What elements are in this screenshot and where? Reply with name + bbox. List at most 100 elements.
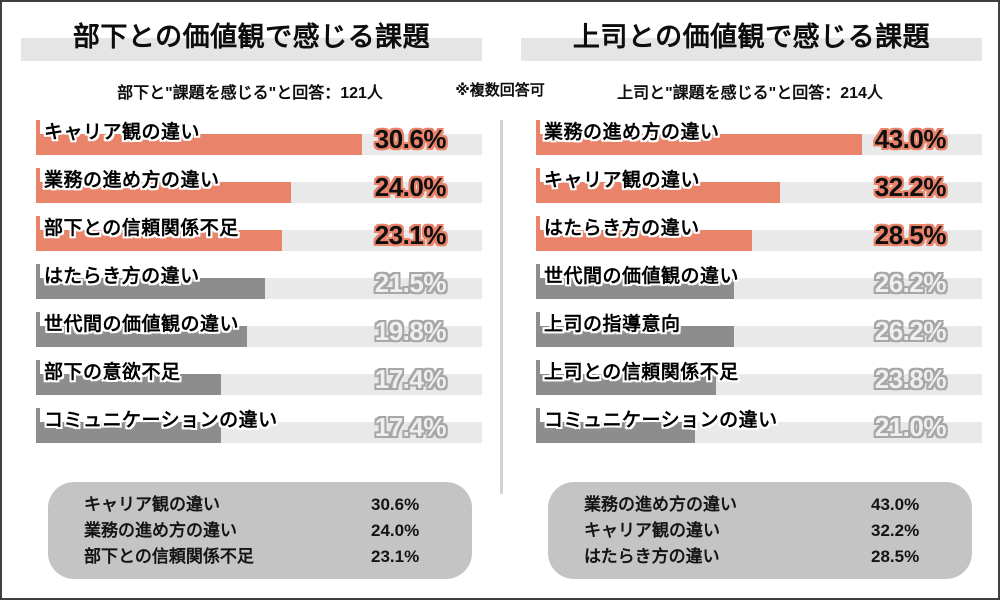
summary-row: 業務の進め方の違い 24.0% (84, 518, 472, 544)
chart-subtitle: 部下と"課題を感じる"と回答：121人 (117, 85, 383, 102)
bar-rows: キャリア観の違い 30.6% 業務の進め方の違い 24.0% 部下との信頼関係不足 23.… (36, 119, 482, 455)
summary-item-value: 32.2% (871, 520, 920, 540)
chart-subtitle: 上司と"課題を感じる"と回答：214人 (617, 85, 883, 102)
multiple-answers-note: ※複数回答可 (455, 82, 545, 99)
bar-tick (536, 264, 540, 299)
bar-category-label: はたらき方の違い (44, 266, 200, 287)
bar-fill (536, 422, 695, 443)
bar-tick (36, 120, 40, 155)
bar-category-label: 業務の進め方の違い (544, 122, 720, 143)
bar-row: 部下の意欲不足 17.4% (36, 359, 482, 407)
bar-value-label: 26.2% (874, 316, 947, 346)
bar-fill (536, 134, 862, 155)
bar-row: 世代間の価値観の違い 26.2% (536, 263, 982, 311)
summary-item-value: 28.5% (871, 546, 920, 566)
bar-row: キャリア観の違い 32.2% (536, 167, 982, 215)
summary-box: 業務の進め方の違い 43.0% キャリア観の違い 32.2% はたらき方の違い 28.5% (548, 482, 972, 579)
bar-category-label: 上司の指導意向 (544, 314, 681, 335)
bar-value-label: 43.0% (874, 124, 947, 154)
summary-item-value: 23.1% (371, 546, 420, 566)
summary-row: キャリア観の違い 32.2% (584, 518, 972, 544)
bar-value-label: 30.6% (374, 124, 447, 154)
summary-item-value: 30.6% (371, 494, 420, 514)
bar-fill (536, 230, 752, 251)
bar-tick (536, 360, 540, 395)
bar-fill (36, 422, 222, 443)
bar-fill (536, 326, 735, 347)
bar-row: コミュニケーションの違い 21.0% (536, 407, 982, 455)
bar-fill (36, 182, 292, 203)
title-highlight-band (21, 38, 482, 61)
summary-item-label: キャリア観の違い (584, 520, 720, 540)
bar-row: 世代間の価値観の違い 19.8% (36, 311, 482, 359)
summary-item-label: 部下との信頼関係不足 (84, 546, 254, 566)
bar-category-label: コミュニケーションの違い (44, 410, 278, 431)
bar-row: はたらき方の違い 28.5% (536, 215, 982, 263)
summary-item-label: キャリア観の違い (84, 494, 220, 514)
chart-superiors: 上司との価値観で感じる課題 上司と"課題を感じる"と回答：214人 業務の進め方… (521, 2, 982, 598)
bar-category-label: 部下との信頼関係不足 (44, 218, 239, 239)
bar-row: 業務の進め方の違い 24.0% (36, 167, 482, 215)
bar-fill (536, 278, 735, 299)
bar-value-label: 32.2% (874, 172, 947, 202)
bar-row: 上司との信頼関係不足 23.8% (536, 359, 982, 407)
chart-title: 上司との価値観で感じる課題 (572, 22, 931, 52)
bar-value-label: 21.5% (374, 268, 447, 298)
bar-category-label: 上司との信頼関係不足 (544, 362, 739, 383)
center-divider (500, 120, 503, 494)
bar-value-label: 17.4% (374, 364, 447, 394)
bar-value-label: 28.5% (874, 220, 947, 250)
bar-fill (36, 230, 282, 251)
bar-tick (36, 264, 40, 299)
bar-value-label: 23.1% (374, 220, 447, 250)
bar-category-label: キャリア観の違い (544, 170, 701, 191)
bar-tick (36, 312, 40, 347)
bar-tick (36, 360, 40, 395)
summary-item-label: はたらき方の違い (584, 546, 720, 566)
bar-category-label: はたらき方の違い (544, 218, 700, 239)
bar-tick (536, 120, 540, 155)
bar-row: コミュニケーションの違い 17.4% (36, 407, 482, 455)
bar-fill (36, 134, 362, 155)
bar-value-label: 26.2% (874, 268, 947, 298)
chart-title: 部下との価値観で感じる課題 (72, 22, 431, 52)
bar-category-label: コミュニケーションの違い (544, 410, 778, 431)
bar-rows: 業務の進め方の違い 43.0% キャリア観の違い 32.2% はたらき方の違い 28.5%… (536, 119, 982, 455)
bar-fill (36, 278, 265, 299)
bar-value-label: 17.4% (374, 412, 447, 442)
bar-tick (36, 408, 40, 443)
summary-item-value: 43.0% (871, 494, 920, 514)
bar-value-label: 19.8% (374, 316, 447, 346)
bar-row: はたらき方の違い 21.5% (36, 263, 482, 311)
bar-tick (536, 408, 540, 443)
bar-category-label: キャリア観の違い (44, 122, 201, 143)
chart-subordinates: 部下との価値観で感じる課題 部下と"課題を感じる"と回答：121人 キャリア観の… (21, 2, 482, 598)
bar-fill (36, 374, 222, 395)
bar-row: 上司の指導意向 26.2% (536, 311, 982, 359)
bar-fill (536, 182, 780, 203)
bar-category-label: 業務の進め方の違い (44, 170, 220, 191)
bar-value-label: 23.8% (874, 364, 947, 394)
bar-fill (36, 326, 247, 347)
bar-value-label: 24.0% (374, 172, 447, 202)
bar-tick (36, 216, 40, 251)
bar-fill (536, 374, 717, 395)
summary-box: キャリア観の違い 30.6% 業務の進め方の違い 24.0% 部下との信頼関係不足 23.… (48, 482, 472, 579)
summary-row: 業務の進め方の違い 43.0% (584, 492, 972, 518)
bar-tick (536, 168, 540, 203)
bar-category-label: 世代間の価値観の違い (544, 266, 740, 287)
bar-row: キャリア観の違い 30.6% (36, 119, 482, 167)
summary-item-label: 業務の進め方の違い (84, 520, 237, 540)
bar-category-label: 世代間の価値観の違い (44, 314, 240, 335)
bar-tick (36, 168, 40, 203)
bar-value-label: 21.0% (874, 412, 947, 442)
bar-tick (536, 216, 540, 251)
summary-row: キャリア観の違い 30.6% (84, 492, 472, 518)
summary-row: はたらき方の違い 28.5% (584, 544, 972, 570)
bar-tick (536, 312, 540, 347)
summary-item-label: 業務の進め方の違い (584, 494, 737, 514)
summary-row: 部下との信頼関係不足 23.1% (84, 544, 472, 570)
bar-category-label: 部下の意欲不足 (44, 362, 181, 383)
summary-item-value: 24.0% (371, 520, 420, 540)
